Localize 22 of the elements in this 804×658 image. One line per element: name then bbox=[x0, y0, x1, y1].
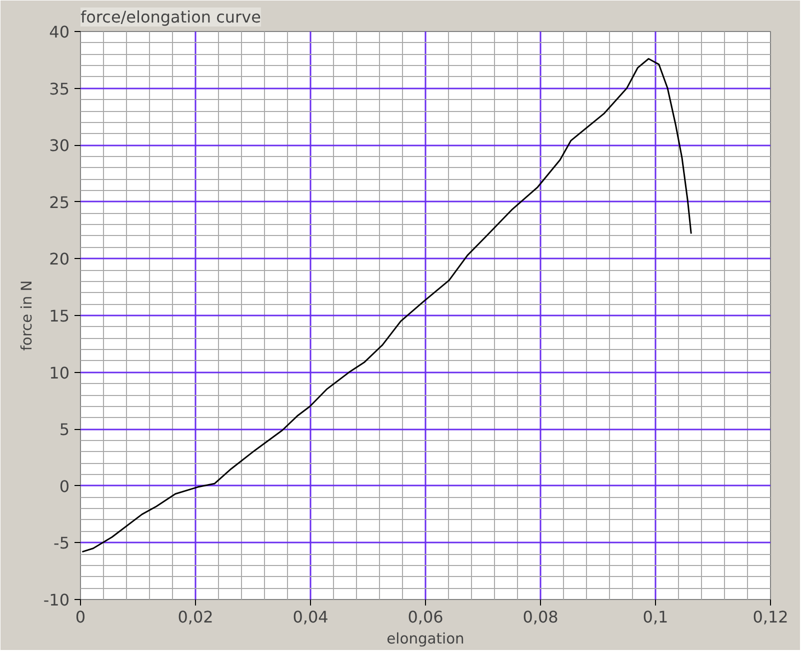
x-tick-label: 0,06 bbox=[408, 608, 444, 626]
x-tick-label: 0,1 bbox=[642, 608, 668, 626]
x-tick-label: 0,08 bbox=[522, 608, 558, 626]
y-tick-label: -10 bbox=[43, 590, 70, 610]
y-tick-label: 40 bbox=[49, 22, 70, 42]
x-tick-label: 0,04 bbox=[292, 608, 328, 626]
line-series bbox=[81, 58, 692, 553]
x-axis-title: elongation bbox=[386, 630, 464, 648]
y-tick-label: 25 bbox=[49, 192, 70, 212]
y-tick-label: -5 bbox=[54, 534, 70, 553]
y-tick-label: 15 bbox=[49, 306, 70, 326]
y-tick-label: 0 bbox=[59, 476, 70, 496]
x-tick-label: 0,12 bbox=[752, 608, 788, 626]
chart-title: force/elongation curve bbox=[80, 8, 261, 26]
x-tick-label: 0 bbox=[75, 608, 86, 626]
y-tick-label: 35 bbox=[49, 79, 70, 98]
y-tick-label: 5 bbox=[59, 420, 70, 440]
y-tick-label: 30 bbox=[49, 136, 70, 156]
y-tick-label: 20 bbox=[49, 250, 70, 269]
y-axis-title: force in N bbox=[18, 280, 36, 351]
y-tick-label: 10 bbox=[49, 363, 70, 382]
x-tick-label: 0,02 bbox=[178, 608, 214, 626]
